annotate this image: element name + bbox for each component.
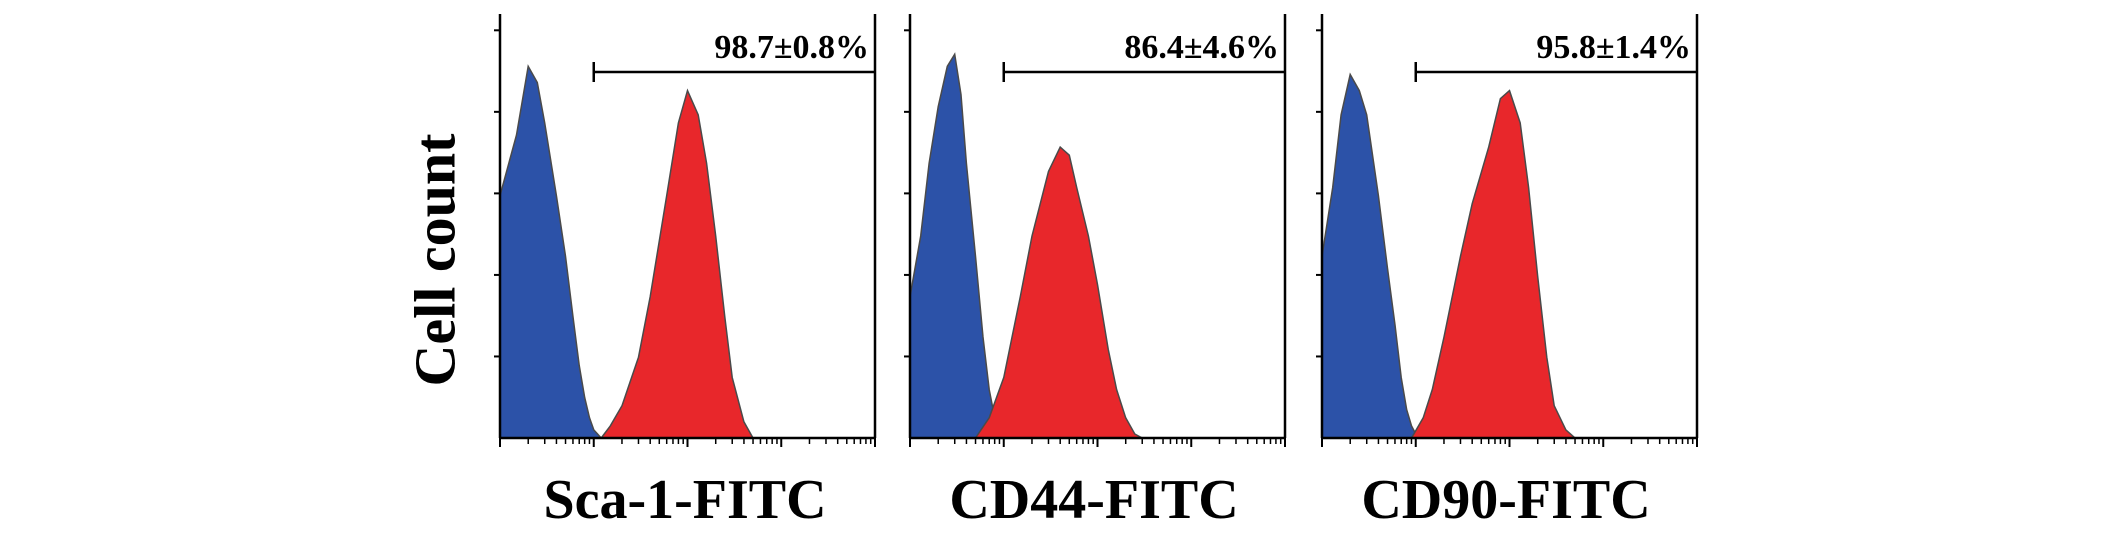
isotype-histogram-sca1 [499, 64, 603, 439]
marker-histogram-cd44 [974, 145, 1143, 439]
histogram-panel-cd44: 86.4±4.6% [904, 14, 1287, 447]
x-axis-label-cd44: CD44-FITC [949, 469, 1239, 531]
marker-histogram-sca1 [599, 88, 755, 439]
marker-histogram-cd90 [1410, 89, 1577, 439]
isotype-histogram-cd90 [1321, 72, 1424, 439]
isotype-histogram-cd44 [909, 52, 1005, 439]
gate-percentage-cd90: 95.8±1.4% [1536, 29, 1691, 66]
x-axis-label-cd90: CD90-FITC [1361, 469, 1651, 531]
histogram-panel-sca1: 98.7±0.8% [494, 14, 877, 447]
x-axis-label-sca1: Sca-1-FITC [543, 469, 827, 531]
histogram-panel-cd90: 95.8±1.4% [1316, 14, 1699, 447]
gate-percentage-sca1: 98.7±0.8% [714, 29, 869, 66]
gate-percentage-cd44: 86.4±4.6% [1124, 29, 1279, 66]
